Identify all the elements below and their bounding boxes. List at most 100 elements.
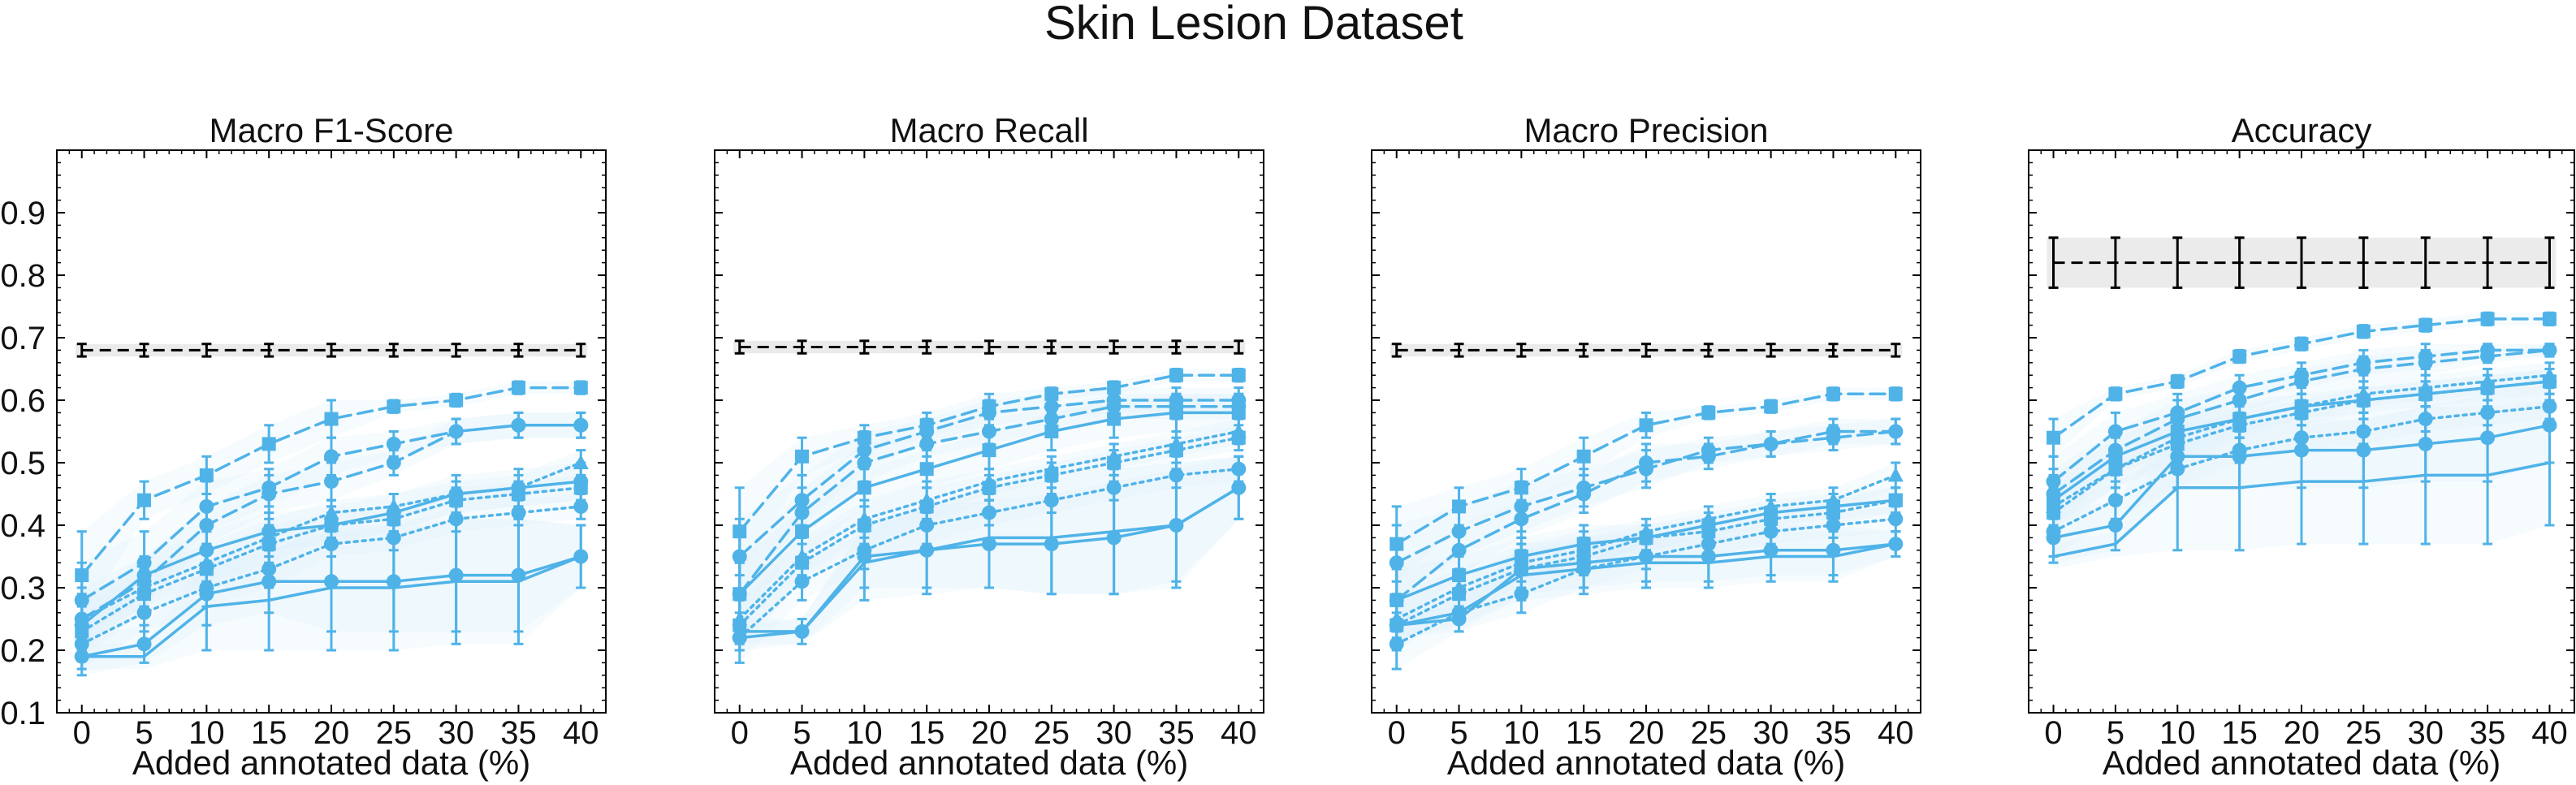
data-point <box>1763 436 1779 451</box>
x-tick-label: 15 <box>1566 715 1602 751</box>
plot-area <box>74 343 589 677</box>
data-point <box>511 381 525 395</box>
data-point <box>982 405 996 421</box>
data-point <box>386 505 401 520</box>
data-point <box>136 636 152 652</box>
data-point <box>1231 430 1246 445</box>
x-tick-label: 25 <box>376 715 413 751</box>
y-tick-label: 0.2 <box>0 633 45 669</box>
y-tick-label: 0.6 <box>0 383 45 419</box>
data-point <box>2418 318 2433 333</box>
data-point <box>387 399 401 414</box>
x-tick-label: 20 <box>971 715 1008 751</box>
data-point <box>919 436 935 451</box>
x-tick-label: 0 <box>731 715 749 751</box>
data-point <box>2480 349 2496 364</box>
data-point <box>795 449 810 464</box>
data-point <box>1576 449 1591 464</box>
x-tick-label: 15 <box>909 715 945 751</box>
x-tick-label: 35 <box>1815 715 1852 751</box>
data-point <box>2294 373 2309 389</box>
data-point <box>2356 393 2371 408</box>
x-tick-label: 5 <box>793 715 810 751</box>
data-point <box>324 449 339 464</box>
x-axis-label: Added annotated data (%) <box>790 744 1188 782</box>
series-line-4 <box>1394 473 1898 621</box>
x-tick-label: 15 <box>251 715 287 751</box>
x-tick-label: 30 <box>1753 715 1789 751</box>
x-tick-label: 10 <box>2159 715 2196 751</box>
data-point <box>1639 418 1653 433</box>
data-point <box>511 417 526 433</box>
data-point <box>857 481 871 495</box>
x-tick-label: 35 <box>1158 715 1195 751</box>
x-axis-label: Added annotated data (%) <box>1447 744 1845 782</box>
data-point <box>1887 467 1904 482</box>
data-point <box>137 493 152 507</box>
x-tick-label: 30 <box>1096 715 1132 751</box>
data-point <box>2047 493 2061 507</box>
data-point <box>1701 405 1716 420</box>
x-tick-label: 30 <box>438 715 474 751</box>
data-point <box>2418 355 2433 370</box>
series-line-1 <box>80 386 583 577</box>
data-point <box>2356 361 2371 377</box>
plot-area <box>732 339 1247 664</box>
data-point <box>1452 568 1467 583</box>
series-line-6 <box>1394 517 1898 646</box>
data-point <box>1888 424 1904 439</box>
data-point <box>1169 368 1183 382</box>
data-point <box>2107 518 2123 533</box>
data-point <box>733 587 747 602</box>
data-point <box>2046 530 2061 546</box>
data-point <box>573 381 588 395</box>
y-tick-label: 0.4 <box>0 508 45 544</box>
data-point <box>1888 386 1903 401</box>
data-point <box>2542 312 2557 326</box>
data-point <box>2418 386 2433 401</box>
x-tick-label: 20 <box>2284 715 2320 751</box>
x-tick-label: 40 <box>1878 715 1914 751</box>
series-line-5 <box>1394 498 1898 627</box>
data-point <box>795 524 810 539</box>
data-point <box>261 524 277 539</box>
data-point <box>1107 412 1122 426</box>
y-tick-label: 0.5 <box>0 446 45 481</box>
data-point <box>982 443 996 458</box>
x-tick-label: 5 <box>2107 715 2124 751</box>
subplot-3: 0 5 10 15 20 25 30 35 40 Macro Precision Added ann… <box>1371 111 1921 782</box>
data-point <box>732 549 747 564</box>
x-tick-label: 20 <box>313 715 350 751</box>
x-tick-label: 0 <box>2044 715 2062 751</box>
confidence-band-3 <box>81 412 581 650</box>
data-point <box>2294 337 2309 352</box>
data-point <box>1451 611 1467 627</box>
subplot-4: 0 5 10 15 20 25 30 35 40 Accuracy Added annotated … <box>2028 111 2575 782</box>
x-tick-label: 35 <box>500 715 537 751</box>
x-tick-label: 25 <box>1691 715 1727 751</box>
data-point <box>1764 399 1779 414</box>
data-point <box>1701 449 1716 464</box>
data-point <box>2108 386 2123 401</box>
data-point <box>74 618 89 633</box>
data-point <box>449 393 464 408</box>
x-tick-label: 40 <box>563 715 599 751</box>
data-point <box>2108 449 2123 464</box>
data-point <box>919 462 934 477</box>
data-point <box>857 455 872 470</box>
data-point <box>324 412 339 426</box>
data-point <box>2232 349 2247 364</box>
data-point <box>2480 312 2495 326</box>
data-point <box>448 486 464 502</box>
data-point <box>1390 593 1404 607</box>
data-point <box>1514 511 1529 527</box>
x-tick-label: 0 <box>73 715 91 751</box>
data-point <box>261 437 276 451</box>
data-point <box>2356 324 2371 339</box>
plot-area <box>2046 236 2557 569</box>
subplot-title: Macro F1-Score <box>209 111 453 149</box>
x-tick-label: 20 <box>1628 715 1665 751</box>
data-point <box>448 424 464 439</box>
data-point <box>2542 374 2557 389</box>
